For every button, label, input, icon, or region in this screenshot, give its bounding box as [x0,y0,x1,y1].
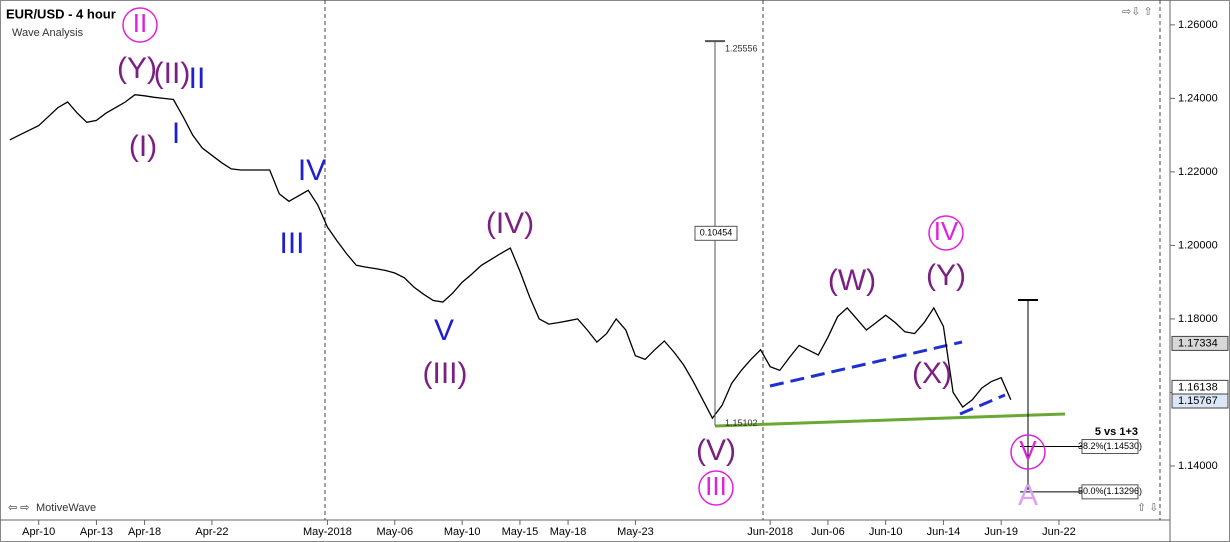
wave-label: II [133,8,147,38]
price-label: 1.15767 [1178,395,1218,407]
trend-line [769,340,963,388]
x-tick-label: May-10 [444,526,481,538]
nav-arrows[interactable]: ⇦ ⇨ [8,502,30,514]
measure-range: 0.10454 [700,228,733,238]
fib-box [1081,484,1139,500]
price-label: 1.16138 [1178,381,1218,393]
toolbar-icons[interactable]: ⇨⇩ ⇧ [1122,6,1153,18]
wave-circle [928,215,964,251]
chart-title: EUR/USD - 4 hour [6,6,116,21]
price-label-box [1171,335,1229,351]
wave-label: (V) [696,434,736,467]
fib-label: 38.2%(1.14530) [1078,441,1142,451]
x-tick-label: Jun-19 [984,526,1018,538]
wave-label: (IV) [486,207,534,240]
trend-line [714,412,1066,428]
wave-label: III [279,227,304,260]
wave-label: (Y) [117,52,157,85]
y-tick-label: 1.20000 [1178,239,1218,251]
wave-label: (X) [912,357,952,390]
wave-label: I [172,117,180,150]
x-tick-label: May-2018 [303,526,352,538]
x-tick-label: Apr-13 [80,526,113,538]
price-label-box [1171,393,1229,409]
wave-label: V [1019,435,1037,465]
wave-circle [122,7,158,43]
x-tick-label: Jun-06 [811,526,845,538]
y-tick-label: 1.18000 [1178,313,1218,325]
wave-label: (Y) [926,259,966,292]
x-tick-label: Jun-10 [869,526,903,538]
wave-circle [1010,434,1046,470]
fib-title: 5 vs 1+3 [1095,426,1138,438]
wave-label: IV [298,154,326,187]
fib-box [1081,438,1139,454]
measure-high: 1.25556 [725,44,758,54]
wave-label: V [434,314,454,347]
wave-label: (I) [129,130,157,163]
x-tick-label: May-06 [376,526,413,538]
measure-range-box [694,225,738,241]
x-tick-label: May-18 [550,526,587,538]
wave-label: II [189,62,206,95]
price-line [9,94,1012,420]
y-tick-label: 1.22000 [1178,166,1218,178]
wave-circle [698,470,734,506]
x-tick-label: Apr-22 [195,526,228,538]
x-tick-label: Apr-10 [22,526,55,538]
price-label: 1.17334 [1178,337,1218,349]
x-tick-label: May-23 [617,526,654,538]
y-tick-label: 1.24000 [1178,92,1218,104]
wave-label: (W) [828,264,876,297]
x-tick-label: Apr-18 [128,526,161,538]
x-tick-label: May-15 [502,526,539,538]
wave-label: A [1018,479,1038,512]
y-tick-label: 1.14000 [1178,460,1218,472]
x-tick-label: Jun-2018 [747,526,793,538]
y-tick-label: 1.26000 [1178,19,1218,31]
measure-low: 1.15102 [725,418,758,428]
scroll-icons[interactable]: ⇧ ⇩ [1137,502,1159,514]
chart-subtitle: Wave Analysis [12,27,84,39]
wave-label: IV [934,216,959,246]
trend-line [959,393,1006,416]
fib-label: 50.0%(1.13296) [1078,486,1142,496]
brand: MotiveWave [36,502,96,514]
wave-label: III [705,471,727,501]
wave-label: (II) [154,57,191,90]
x-tick-label: Jun-22 [1042,526,1076,538]
x-tick-label: Jun-14 [927,526,961,538]
wave-label: (III) [423,357,468,390]
